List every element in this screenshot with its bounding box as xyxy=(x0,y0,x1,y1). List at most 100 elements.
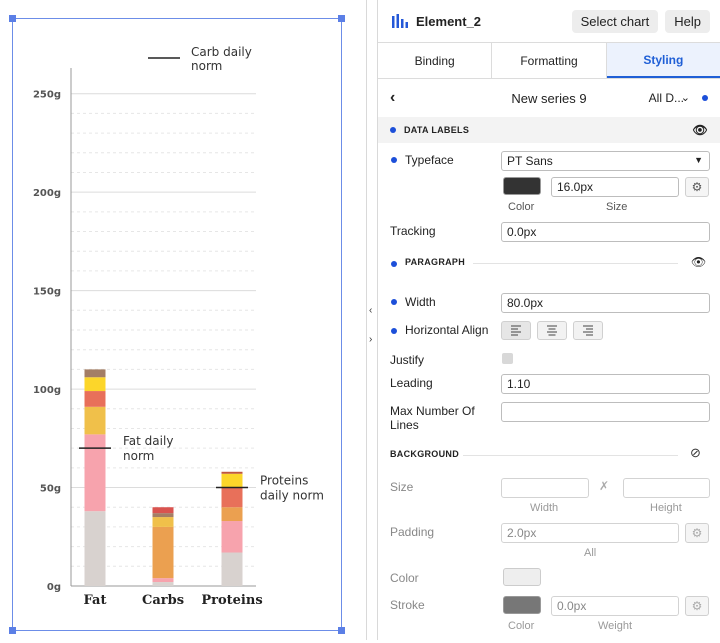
section-divider xyxy=(463,455,678,456)
resize-handle-bl[interactable] xyxy=(9,627,16,634)
weight-caption: Weight xyxy=(598,620,633,632)
section-divider xyxy=(473,263,678,264)
panel-header: Element_2 Select chart Help xyxy=(378,0,720,42)
section-modified-dot xyxy=(390,127,396,133)
x-tick-label: Fat xyxy=(84,593,107,608)
eye-off-icon[interactable]: ⊘ xyxy=(690,445,701,460)
x-tick-label: Proteins xyxy=(201,593,262,608)
bar-segment xyxy=(221,521,243,553)
expand-right-icon[interactable]: › xyxy=(369,334,373,345)
label-size-input[interactable]: 16.0px xyxy=(551,177,679,197)
series-name: New series 9 xyxy=(511,90,587,106)
norm-label: norm xyxy=(123,449,154,463)
justify-checkbox[interactable] xyxy=(502,353,513,364)
bar-segment xyxy=(84,377,106,392)
tracking-input[interactable]: 0.0px xyxy=(501,222,710,242)
collapse-left-icon[interactable]: ‹ xyxy=(369,305,373,316)
series-scope-dropdown[interactable]: All D... xyxy=(648,91,684,105)
resize-handle-tr[interactable] xyxy=(338,15,345,22)
selection-frame[interactable] xyxy=(12,18,342,631)
bar-segment xyxy=(84,369,106,378)
bar-segment xyxy=(152,578,174,583)
tab-formatting[interactable]: Formatting xyxy=(492,43,607,78)
bar-chart-icon xyxy=(392,14,408,28)
padding-label: Padding xyxy=(390,525,435,539)
bar-segment xyxy=(152,526,174,579)
align-left-icon xyxy=(511,325,521,336)
back-icon[interactable]: ‹ xyxy=(390,89,396,106)
panel-splitter[interactable]: ‹ › xyxy=(366,0,378,640)
justify-label: Justify xyxy=(390,353,425,367)
eye-icon[interactable]: 👁 xyxy=(692,123,708,137)
bg-width-input[interactable] xyxy=(501,478,589,498)
stroke-settings-icon[interactable]: ⚙ xyxy=(685,596,709,616)
width-label: Width xyxy=(405,295,436,309)
align-center-icon xyxy=(547,325,557,336)
stroke-label: Stroke xyxy=(390,598,425,612)
align-right-button[interactable] xyxy=(573,321,603,340)
bar-segment xyxy=(152,507,174,514)
bar-segment xyxy=(84,406,106,435)
stacked-bar-chart: 0g 50g 100g 150g 200g 250g Fat Carbs Proteins Fat… xyxy=(33,45,324,608)
stroke-weight-input[interactable]: 0.0px xyxy=(551,596,679,616)
help-button[interactable]: Help xyxy=(665,9,710,33)
unlink-icon[interactable]: ✗ xyxy=(599,479,610,493)
stroke-color-caption: Color xyxy=(508,620,535,632)
dropdown-arrow-icon: ▼ xyxy=(694,155,703,165)
size-caption: Size xyxy=(606,201,628,213)
paragraph-width-input[interactable]: 80.0px xyxy=(501,293,710,313)
align-center-button[interactable] xyxy=(537,321,567,340)
eye-icon[interactable]: 👁 xyxy=(691,255,707,269)
padding-input[interactable]: 2.0px xyxy=(501,523,679,543)
label-color-swatch[interactable] xyxy=(503,177,541,195)
bg-height-input[interactable] xyxy=(623,478,710,498)
tab-styling[interactable]: Styling xyxy=(606,43,720,78)
align-left-button[interactable] xyxy=(501,321,531,340)
bar-segment xyxy=(221,507,243,522)
y-tick-label: 50g xyxy=(40,484,61,495)
max-lines-input[interactable] xyxy=(501,402,710,422)
bar-segment xyxy=(221,552,243,586)
bar-segment xyxy=(221,471,243,474)
modified-indicator xyxy=(702,95,708,101)
panel-body: Typeface PT Sans ▼ 16.0px ⚙ Color Size T… xyxy=(378,143,720,643)
bg-color-swatch[interactable] xyxy=(503,568,541,586)
norm-label: daily norm xyxy=(260,489,324,503)
padding-settings-icon[interactable]: ⚙ xyxy=(685,523,709,543)
data-labels-section-header: DATA LABELS 👁 xyxy=(378,117,720,143)
chevron-down-icon[interactable]: ⌄ xyxy=(680,92,690,104)
stroke-color-swatch[interactable] xyxy=(503,596,541,614)
paragraph-modified-dot xyxy=(391,261,397,267)
tab-binding[interactable]: Binding xyxy=(378,43,493,78)
max-lines-label-2: Lines xyxy=(390,418,419,432)
horizontal-align-label: Horizontal Align xyxy=(405,323,489,337)
paragraph-heading: PARAGRAPH xyxy=(405,257,466,267)
bar-segment xyxy=(221,487,243,508)
bar-segment xyxy=(152,517,174,527)
settings-gear-icon[interactable]: ⚙ xyxy=(685,177,709,197)
height-caption: Height xyxy=(650,502,682,514)
bar-segment xyxy=(84,511,106,586)
halign-modified-dot xyxy=(391,328,397,334)
typeface-value: PT Sans xyxy=(507,154,553,168)
background-heading: BACKGROUND xyxy=(390,449,459,459)
typeface-select[interactable]: PT Sans ▼ xyxy=(501,151,710,171)
typeface-label: Typeface xyxy=(405,153,454,167)
resize-handle-br[interactable] xyxy=(338,627,345,634)
y-tick-label: 100g xyxy=(33,385,61,396)
typeface-modified-dot xyxy=(391,157,397,163)
select-chart-button[interactable]: Select chart xyxy=(571,9,659,33)
resize-handle-tl[interactable] xyxy=(9,15,16,22)
y-tick-label: 250g xyxy=(33,90,61,101)
chart-canvas[interactable]: 0g 50g 100g 150g 200g 250g Fat Carbs Proteins Fat… xyxy=(0,0,366,640)
panel-tabs: Binding Formatting Styling xyxy=(378,42,720,79)
leading-input[interactable]: 1.10 xyxy=(501,374,710,394)
data-labels-heading: DATA LABELS xyxy=(404,125,470,135)
bar-segment xyxy=(84,391,106,407)
legend-label: norm xyxy=(191,59,222,73)
bar-segment xyxy=(152,582,174,586)
element-title: Element_2 xyxy=(416,13,482,29)
width-caption: Width xyxy=(530,502,559,514)
legend-label: Carb daily xyxy=(191,45,252,59)
max-lines-label: Max Number Of xyxy=(390,404,475,418)
